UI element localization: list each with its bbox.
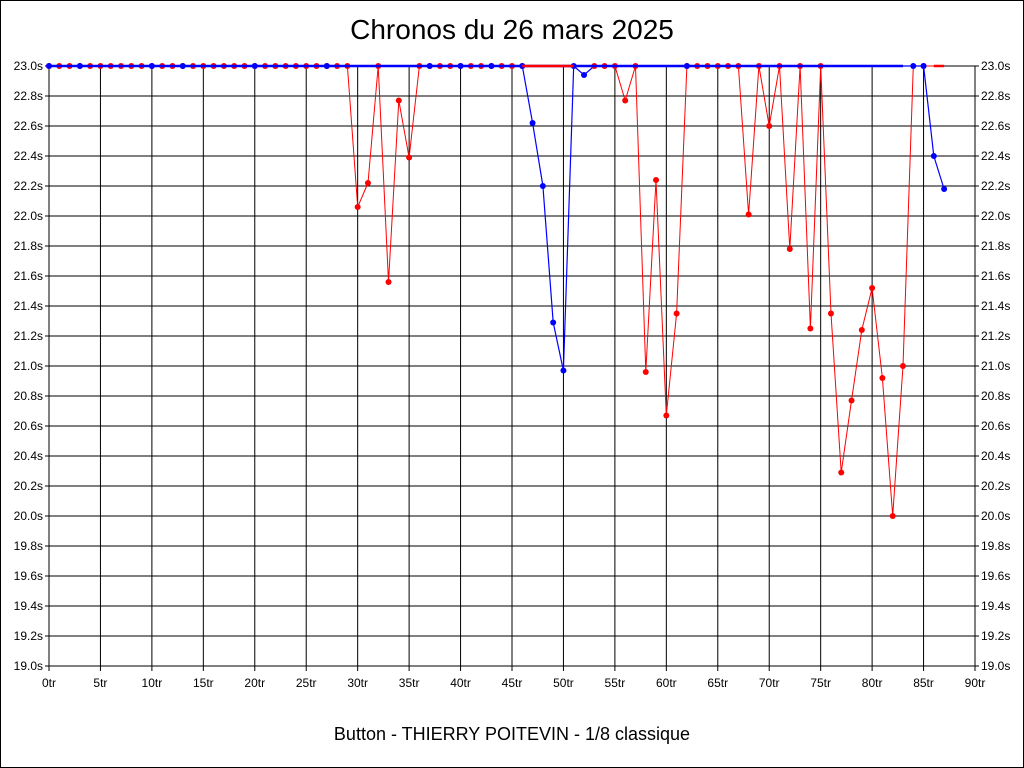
data-point xyxy=(941,186,948,192)
data-point xyxy=(899,363,906,369)
y-tick-label-right: 19.6s xyxy=(981,569,1010,583)
x-tick-label: 0tr xyxy=(42,676,56,690)
x-tick-label: 65tr xyxy=(707,676,728,690)
x-tick-label: 70tr xyxy=(759,676,780,690)
data-point xyxy=(673,310,680,317)
y-tick-label-right: 22.4s xyxy=(981,149,1010,163)
y-tick-label-left: 21.2s xyxy=(14,329,43,343)
data-point xyxy=(653,177,660,183)
y-tick-label-right: 19.0s xyxy=(981,659,1010,673)
x-tick-label: 75tr xyxy=(810,676,831,690)
y-tick-label-right: 22.6s xyxy=(981,119,1010,133)
data-point xyxy=(930,153,937,159)
chart-title: Chronos du 26 mars 2025 xyxy=(350,14,674,45)
data-point xyxy=(622,97,629,104)
y-tick-label-right: 19.2s xyxy=(981,629,1010,643)
x-tick-label: 90tr xyxy=(965,676,986,690)
y-tick-label-right: 19.4s xyxy=(981,599,1010,613)
y-tick-label-left: 19.4s xyxy=(14,599,43,613)
data-point xyxy=(766,123,773,129)
y-tick-label-left: 23.0s xyxy=(14,59,43,73)
x-tick-label: 15tr xyxy=(193,676,214,690)
x-tick-label: 85tr xyxy=(913,676,934,690)
y-tick-label-right: 22.8s xyxy=(981,89,1010,103)
data-point xyxy=(786,246,793,252)
y-tick-label-right: 21.8s xyxy=(981,239,1010,253)
y-tick-label-left: 22.8s xyxy=(14,89,43,103)
y-tick-label-left: 21.0s xyxy=(14,359,43,373)
x-tick-label: 40tr xyxy=(450,676,471,690)
data-point xyxy=(838,469,845,476)
data-point xyxy=(385,279,392,285)
y-tick-label-left: 20.0s xyxy=(14,509,43,523)
y-tick-label-right: 21.2s xyxy=(981,329,1010,343)
data-point xyxy=(581,72,588,78)
x-tick-label: 5tr xyxy=(93,676,107,690)
data-point xyxy=(848,397,855,404)
y-tick-label-left: 22.6s xyxy=(14,119,43,133)
y-tick-label-left: 22.2s xyxy=(14,179,43,193)
y-tick-label-left: 19.6s xyxy=(14,569,43,583)
y-tick-label-right: 20.0s xyxy=(981,509,1010,523)
data-point xyxy=(869,285,876,291)
data-point xyxy=(920,63,927,69)
data-point xyxy=(354,204,361,210)
data-point xyxy=(642,369,649,375)
data-point xyxy=(663,412,670,419)
y-tick-label-right: 21.0s xyxy=(981,359,1010,373)
x-tick-label: 45tr xyxy=(502,676,523,690)
x-tick-label: 30tr xyxy=(347,676,368,690)
x-tick-label: 20tr xyxy=(244,676,265,690)
data-point xyxy=(395,97,402,104)
y-tick-label-left: 21.8s xyxy=(14,239,43,253)
y-tick-label-left: 22.4s xyxy=(14,149,43,163)
data-point xyxy=(560,367,567,374)
y-tick-label-left: 19.2s xyxy=(14,629,43,643)
y-tick-label-right: 21.4s xyxy=(981,299,1010,313)
y-tick-label-right: 20.6s xyxy=(981,419,1010,433)
data-point xyxy=(858,327,865,333)
data-point xyxy=(406,154,413,161)
y-tick-label-left: 20.4s xyxy=(14,449,43,463)
data-point xyxy=(745,211,752,218)
x-tick-label: 55tr xyxy=(605,676,626,690)
data-point xyxy=(529,120,536,126)
y-tick-label-left: 21.6s xyxy=(14,269,43,283)
y-tick-label-right: 22.0s xyxy=(981,209,1010,223)
data-point xyxy=(807,325,814,332)
y-tick-label-right: 21.6s xyxy=(981,269,1010,283)
y-tick-label-left: 22.0s xyxy=(14,209,43,223)
x-tick-label: 10tr xyxy=(142,676,163,690)
y-tick-label-left: 20.8s xyxy=(14,389,43,403)
y-tick-label-left: 20.2s xyxy=(14,479,43,493)
y-tick-label-right: 20.2s xyxy=(981,479,1010,493)
chart-footer: Button - THIERRY POITEVIN - 1/8 classiqu… xyxy=(333,724,691,744)
y-tick-label-left: 21.4s xyxy=(14,299,43,313)
y-tick-label-right: 22.2s xyxy=(981,179,1010,193)
y-tick-label-right: 19.8s xyxy=(981,539,1010,553)
data-point xyxy=(539,183,546,189)
y-tick-label-left: 20.6s xyxy=(14,419,43,433)
y-tick-label-left: 19.8s xyxy=(14,539,43,553)
data-point xyxy=(910,63,917,69)
data-point xyxy=(879,375,886,381)
x-tick-label: 35tr xyxy=(399,676,420,690)
x-tick-label: 60tr xyxy=(656,676,677,690)
data-point xyxy=(550,319,557,326)
x-tick-label: 25tr xyxy=(296,676,317,690)
data-point xyxy=(364,180,371,186)
x-tick-label: 80tr xyxy=(862,676,883,690)
y-tick-label-left: 19.0s xyxy=(14,659,43,673)
y-tick-label-right: 20.8s xyxy=(981,389,1010,403)
y-tick-label-right: 23.0s xyxy=(981,59,1010,73)
x-tick-label: 50tr xyxy=(553,676,574,690)
y-tick-label-right: 20.4s xyxy=(981,449,1010,463)
data-point xyxy=(889,513,896,519)
data-point xyxy=(827,310,834,317)
